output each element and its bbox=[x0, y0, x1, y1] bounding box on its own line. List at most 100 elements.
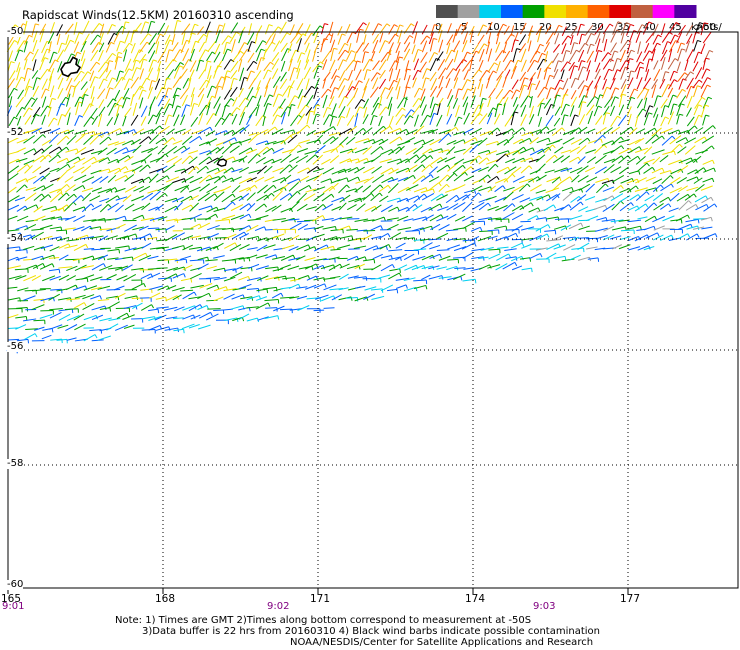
wind-barb bbox=[188, 195, 199, 201]
wind-barb bbox=[164, 87, 169, 99]
wind-barb bbox=[329, 275, 341, 279]
wind-barb-flag bbox=[125, 21, 130, 24]
wind-barb bbox=[57, 129, 69, 135]
wind-barb bbox=[164, 34, 171, 45]
wind-barb bbox=[31, 127, 43, 134]
wind-barb-flag bbox=[168, 103, 174, 107]
wind-barb bbox=[138, 89, 144, 100]
wind-barb bbox=[306, 129, 316, 136]
wind-barb bbox=[240, 296, 253, 300]
wind-barb bbox=[609, 105, 616, 117]
wind-barb bbox=[636, 67, 641, 79]
wind-barb bbox=[470, 95, 476, 108]
wind-barb-flag bbox=[120, 40, 125, 43]
wind-barb-flag bbox=[657, 34, 662, 38]
wind-barb-flag bbox=[268, 24, 273, 27]
wind-barb bbox=[15, 107, 23, 118]
wind-barb bbox=[388, 256, 401, 261]
wind-barb bbox=[536, 58, 544, 70]
wind-barb bbox=[652, 178, 663, 185]
wind-barb bbox=[353, 51, 357, 62]
wind-barb bbox=[313, 225, 324, 230]
wind-barb-flag bbox=[58, 269, 61, 274]
wind-barb bbox=[328, 96, 335, 107]
wind-barb bbox=[595, 126, 607, 135]
wind-barb bbox=[264, 299, 279, 302]
wind-barb bbox=[372, 174, 385, 184]
wind-barb bbox=[288, 58, 293, 72]
wind-barb bbox=[619, 188, 630, 194]
wind-barb bbox=[488, 62, 495, 72]
wind-barb-flag bbox=[125, 147, 129, 152]
wind-barb bbox=[387, 127, 401, 135]
wind-barb bbox=[388, 42, 394, 53]
wind-barb bbox=[97, 285, 111, 290]
wind-barb bbox=[596, 217, 607, 221]
wind-barb bbox=[230, 107, 238, 117]
wind-barb bbox=[132, 85, 141, 98]
wind-barb-flag bbox=[432, 188, 435, 193]
wind-barb-flag bbox=[684, 72, 689, 76]
wind-barb-flag bbox=[384, 87, 389, 90]
wind-barb bbox=[686, 186, 699, 192]
wind-barb bbox=[16, 40, 25, 53]
wind-barb bbox=[379, 243, 389, 250]
wind-barb bbox=[570, 77, 576, 88]
wind-barb bbox=[634, 234, 648, 242]
wind-barb bbox=[255, 254, 268, 259]
wind-barb bbox=[386, 86, 394, 100]
wind-barb bbox=[560, 104, 567, 116]
wind-barb-flag bbox=[467, 88, 472, 91]
wind-barb bbox=[74, 264, 87, 272]
wind-barb bbox=[513, 138, 523, 145]
wind-barb bbox=[114, 77, 123, 89]
wind-barb bbox=[323, 236, 337, 241]
wind-barb-flag bbox=[541, 102, 546, 105]
wind-barb-flag bbox=[98, 42, 103, 46]
wind-barb bbox=[289, 67, 295, 81]
wind-barb-flag bbox=[423, 265, 426, 270]
wind-barb bbox=[329, 155, 340, 164]
wind-barb bbox=[205, 313, 219, 321]
wind-barb-flag bbox=[705, 114, 710, 117]
wind-barb bbox=[430, 103, 436, 118]
wind-barb bbox=[246, 148, 257, 155]
wind-barb bbox=[139, 97, 144, 109]
wind-barb bbox=[643, 146, 653, 155]
wind-barb bbox=[40, 244, 53, 250]
wind-barb-flag bbox=[157, 309, 160, 314]
wind-barb-flag bbox=[617, 21, 622, 24]
wind-barb bbox=[421, 265, 433, 270]
wind-barb bbox=[620, 126, 632, 135]
wind-barb-flag bbox=[680, 103, 685, 106]
wind-barb bbox=[121, 68, 130, 81]
wind-barb bbox=[49, 167, 60, 173]
wind-barb bbox=[255, 40, 264, 53]
wind-barb bbox=[388, 115, 394, 127]
wind-barb bbox=[306, 94, 314, 107]
wind-barb bbox=[124, 247, 137, 252]
wind-barb bbox=[172, 76, 182, 89]
wind-barb bbox=[356, 229, 368, 232]
wind-barb bbox=[231, 127, 244, 136]
wind-barb bbox=[246, 32, 255, 45]
wind-barb-flag bbox=[494, 163, 499, 168]
wind-barb bbox=[315, 294, 329, 300]
wind-barb bbox=[428, 203, 441, 211]
wind-barb-flag bbox=[516, 89, 521, 93]
wind-barb bbox=[626, 185, 637, 193]
wind-barb-flag bbox=[578, 127, 582, 132]
wind-barb-flag bbox=[479, 227, 483, 232]
wind-barb bbox=[404, 109, 412, 118]
wind-barb bbox=[149, 285, 164, 290]
wind-barb-flag bbox=[259, 277, 262, 282]
wind-barb bbox=[66, 135, 77, 145]
wind-barb bbox=[80, 58, 86, 70]
wind-barb-flag bbox=[661, 135, 665, 140]
wind-barb bbox=[519, 77, 526, 91]
wind-barb bbox=[223, 59, 232, 70]
wind-barb-flag bbox=[257, 236, 260, 241]
wind-barb bbox=[305, 284, 317, 290]
wind-barb bbox=[421, 193, 435, 201]
wind-barb bbox=[512, 157, 524, 164]
